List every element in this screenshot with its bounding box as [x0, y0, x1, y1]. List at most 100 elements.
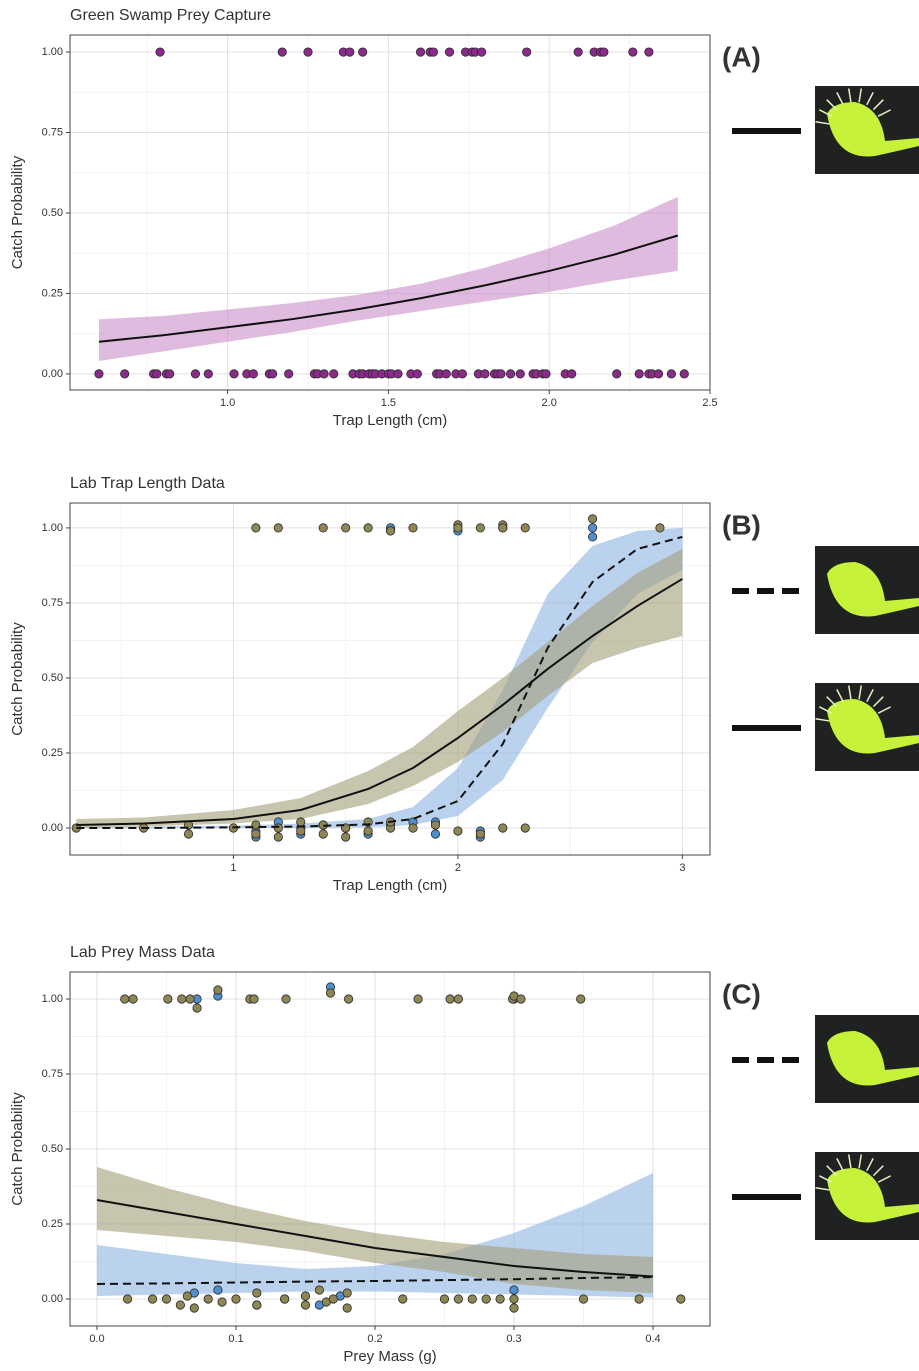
data-point	[495, 1294, 505, 1304]
data-point	[363, 826, 373, 836]
confidence-band	[76, 548, 683, 828]
data-point	[587, 532, 598, 542]
data-point	[165, 369, 175, 379]
data-point	[280, 1294, 290, 1304]
data-point	[634, 1294, 644, 1304]
data-point	[453, 826, 463, 836]
data-point	[342, 1303, 352, 1313]
data-point	[185, 994, 195, 1004]
x-axis-label: Trap Length (cm)	[333, 877, 448, 894]
data-point	[147, 1294, 158, 1304]
data-point	[398, 1294, 408, 1304]
chart-title: Green Swamp Prey Capture	[70, 7, 271, 24]
data-point	[612, 369, 622, 379]
data-point	[252, 1300, 262, 1310]
data-point	[175, 1300, 185, 1310]
x-tick-label: 0.3	[506, 1333, 521, 1345]
trap-cilia	[877, 109, 891, 117]
data-point	[573, 47, 583, 57]
trap-cilia	[858, 685, 862, 700]
trap-cilia	[819, 706, 833, 714]
y-tick-label: 0.00	[42, 1293, 63, 1305]
data-point	[441, 369, 451, 379]
y-tick-label: 1.00	[42, 993, 63, 1005]
data-point	[498, 523, 508, 533]
data-point	[213, 1285, 223, 1295]
y-tick-label: 0.25	[42, 287, 63, 299]
data-point	[679, 369, 689, 379]
data-point	[120, 994, 130, 1004]
data-point	[457, 369, 467, 379]
data-point	[342, 1288, 352, 1298]
data-point	[161, 1294, 172, 1304]
x-tick-label: 0.0	[89, 1333, 104, 1345]
data-point	[251, 523, 261, 533]
data-point	[182, 1291, 192, 1301]
data-point	[231, 1294, 241, 1304]
x-tick-label: 0.2	[367, 1333, 382, 1345]
data-point	[467, 1294, 477, 1304]
data-point	[385, 526, 396, 536]
data-point	[248, 369, 258, 379]
data-point	[453, 1294, 463, 1304]
trap-cilia	[815, 1187, 830, 1191]
x-tick-label: 1	[230, 862, 236, 874]
data-point	[653, 369, 664, 379]
data-point	[498, 823, 508, 833]
x-tick-label: 3	[679, 862, 685, 874]
fit-line	[96, 1199, 654, 1278]
data-point	[408, 823, 418, 833]
trap-cilia	[858, 1154, 862, 1169]
panel-label: (C)	[722, 978, 761, 1009]
data-point	[430, 829, 441, 839]
data-point	[599, 47, 609, 57]
trap-shape	[827, 1031, 919, 1086]
data-point	[122, 1294, 133, 1304]
data-point	[428, 47, 439, 57]
trap-cilia	[877, 706, 891, 714]
panel-label: (A)	[722, 41, 761, 72]
data-point	[249, 994, 259, 1004]
data-point	[341, 523, 351, 533]
y-tick-label: 1.00	[42, 522, 63, 534]
data-point	[177, 994, 187, 1004]
trap-cilia	[819, 1175, 833, 1183]
y-tick-label: 0.75	[42, 597, 63, 609]
data-point	[128, 994, 138, 1004]
trap-cilia	[866, 1158, 874, 1172]
plot-border	[69, 502, 711, 856]
data-point	[183, 829, 194, 839]
data-point	[415, 47, 426, 57]
trap-cilia	[866, 689, 874, 703]
fit-line	[96, 1276, 654, 1285]
data-point	[94, 369, 104, 379]
trap-cilia	[866, 92, 874, 106]
data-point	[341, 832, 351, 842]
data-point	[393, 369, 403, 379]
data-point	[413, 994, 423, 1004]
data-point	[676, 1294, 686, 1304]
data-point	[480, 369, 490, 379]
data-point	[251, 829, 261, 839]
data-point	[430, 820, 441, 830]
data-point	[444, 47, 455, 57]
plot-border	[69, 34, 711, 391]
data-point	[203, 369, 213, 379]
confidence-band	[98, 196, 678, 362]
trap-cilia	[872, 696, 884, 708]
data-point	[628, 47, 638, 57]
data-point	[281, 994, 291, 1004]
plot-border	[69, 971, 711, 1327]
data-point	[358, 47, 368, 57]
data-point	[284, 369, 294, 379]
x-tick-label: 0.1	[228, 1333, 243, 1345]
data-point	[343, 994, 354, 1004]
data-point	[520, 823, 530, 833]
y-tick-label: 0.00	[42, 368, 63, 380]
x-tick-label: 2.0	[542, 397, 557, 409]
data-point	[587, 514, 598, 524]
y-tick-label: 0.50	[42, 207, 63, 219]
data-point	[666, 369, 677, 379]
data-point	[644, 47, 654, 57]
data-point	[576, 994, 586, 1004]
